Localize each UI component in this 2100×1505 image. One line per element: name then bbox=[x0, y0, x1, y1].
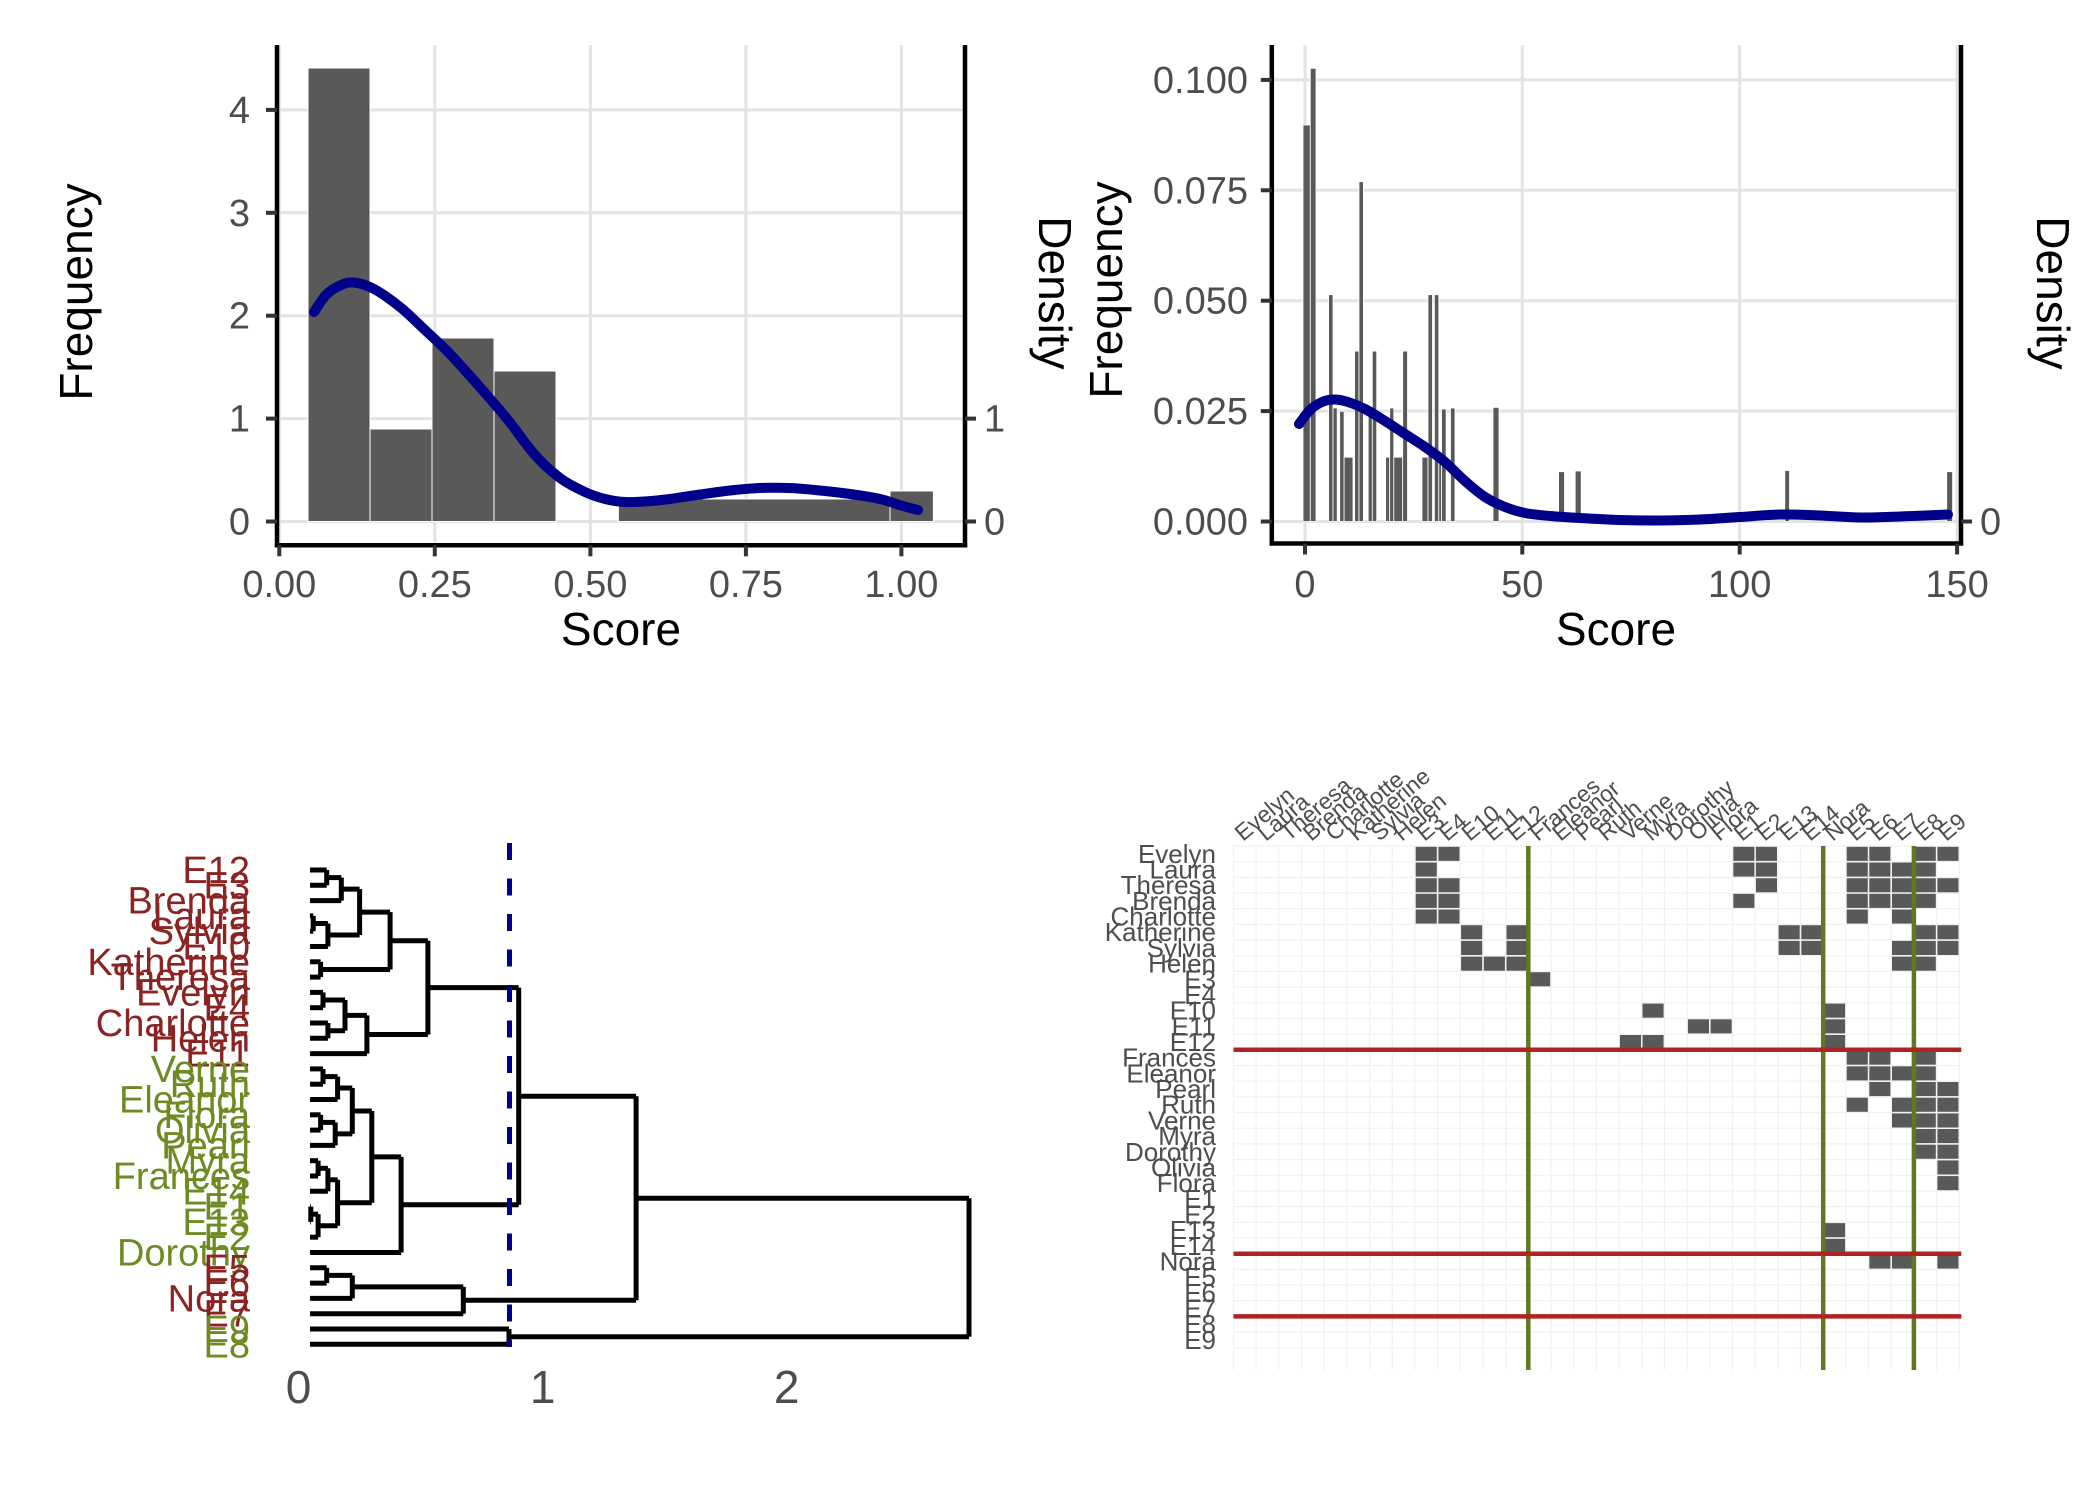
svg-text:E12: E12 bbox=[182, 850, 250, 892]
svg-text:0: 0 bbox=[229, 502, 250, 544]
svg-text:E4: E4 bbox=[204, 988, 250, 1030]
svg-text:Frances: Frances bbox=[1122, 1043, 1216, 1073]
svg-text:Katherine: Katherine bbox=[1105, 917, 1216, 947]
svg-text:Charlotte: Charlotte bbox=[1111, 902, 1217, 932]
svg-text:E14: E14 bbox=[1170, 1231, 1216, 1261]
svg-text:1: 1 bbox=[530, 1361, 556, 1413]
svg-text:E12: E12 bbox=[1170, 1027, 1216, 1057]
svg-text:Helen: Helen bbox=[151, 1018, 250, 1060]
svg-text:Laura: Laura bbox=[153, 896, 251, 938]
svg-text:Density: Density bbox=[1029, 216, 1081, 369]
svg-text:Eleanor: Eleanor bbox=[1126, 1058, 1216, 1088]
svg-text:Verne: Verne bbox=[1148, 1105, 1216, 1135]
svg-text:Brenda: Brenda bbox=[1132, 886, 1216, 916]
svg-text:Score: Score bbox=[1556, 603, 1676, 655]
svg-text:Evelyn: Evelyn bbox=[136, 972, 250, 1014]
svg-text:Olivia: Olivia bbox=[155, 1110, 251, 1152]
svg-text:Flora: Flora bbox=[1157, 1168, 1217, 1198]
svg-text:E5: E5 bbox=[1184, 1262, 1216, 1292]
svg-text:E6: E6 bbox=[1184, 1278, 1216, 1308]
svg-text:E11: E11 bbox=[1172, 1011, 1216, 1041]
svg-text:Score: Score bbox=[561, 603, 681, 655]
svg-text:E10: E10 bbox=[182, 927, 250, 969]
svg-text:E1: E1 bbox=[204, 1187, 250, 1229]
svg-text:Pearl: Pearl bbox=[1155, 1074, 1216, 1104]
svg-text:E3: E3 bbox=[1184, 964, 1216, 994]
svg-text:Sylvia: Sylvia bbox=[1147, 933, 1217, 963]
svg-text:4: 4 bbox=[229, 90, 250, 132]
svg-text:E3: E3 bbox=[204, 865, 250, 907]
svg-text:Evelyn: Evelyn bbox=[1138, 839, 1216, 869]
svg-text:2: 2 bbox=[774, 1361, 800, 1413]
svg-text:Frequency: Frequency bbox=[1080, 181, 1132, 398]
svg-text:Olivia: Olivia bbox=[1151, 1152, 1217, 1182]
svg-text:Laura: Laura bbox=[1150, 855, 1217, 885]
svg-text:0.000: 0.000 bbox=[1153, 502, 1248, 544]
svg-text:Frequency: Frequency bbox=[50, 183, 102, 400]
svg-text:100: 100 bbox=[1708, 564, 1771, 606]
svg-text:E11: E11 bbox=[185, 1034, 250, 1076]
svg-text:0: 0 bbox=[1294, 564, 1315, 606]
svg-text:Charlotte: Charlotte bbox=[96, 1003, 250, 1045]
svg-text:Brenda: Brenda bbox=[127, 881, 250, 923]
svg-text:0.100: 0.100 bbox=[1153, 60, 1248, 102]
svg-text:Theresa: Theresa bbox=[1121, 870, 1217, 900]
svg-text:E1: E1 bbox=[1184, 1184, 1216, 1214]
svg-text:Ruth: Ruth bbox=[1161, 1090, 1216, 1120]
svg-text:E7: E7 bbox=[204, 1294, 250, 1336]
svg-text:150: 150 bbox=[1925, 564, 1988, 606]
svg-text:Flora: Flora bbox=[163, 1095, 250, 1137]
svg-text:0: 0 bbox=[984, 502, 1005, 544]
svg-text:Ruth: Ruth bbox=[170, 1064, 250, 1106]
svg-text:0.25: 0.25 bbox=[398, 564, 472, 606]
svg-text:1: 1 bbox=[229, 399, 250, 441]
svg-text:0: 0 bbox=[1980, 502, 2001, 544]
svg-text:1: 1 bbox=[984, 399, 1005, 441]
svg-text:Nora: Nora bbox=[1160, 1247, 1217, 1277]
svg-text:Pearl: Pearl bbox=[161, 1125, 250, 1167]
svg-text:2: 2 bbox=[229, 296, 250, 338]
svg-text:0.50: 0.50 bbox=[553, 564, 627, 606]
svg-text:Dorothy: Dorothy bbox=[117, 1233, 250, 1275]
svg-text:Theresa: Theresa bbox=[111, 957, 251, 999]
svg-text:0.00: 0.00 bbox=[242, 564, 316, 606]
svg-text:Myra: Myra bbox=[166, 1141, 251, 1183]
svg-text:0: 0 bbox=[286, 1361, 312, 1413]
svg-text:Helen: Helen bbox=[1148, 949, 1216, 979]
svg-text:E4: E4 bbox=[1184, 980, 1216, 1010]
svg-text:0.75: 0.75 bbox=[709, 564, 783, 606]
svg-text:Eleanor: Eleanor bbox=[119, 1080, 250, 1122]
svg-text:Frances: Frances bbox=[113, 1156, 250, 1198]
svg-text:E13: E13 bbox=[182, 1202, 250, 1244]
svg-text:Density: Density bbox=[2027, 216, 2079, 369]
svg-text:0.025: 0.025 bbox=[1153, 391, 1248, 433]
svg-text:0.075: 0.075 bbox=[1153, 170, 1248, 212]
svg-text:E14: E14 bbox=[182, 1171, 250, 1213]
svg-text:0.050: 0.050 bbox=[1153, 281, 1248, 323]
svg-text:Myra: Myra bbox=[1158, 1121, 1216, 1151]
svg-text:E9: E9 bbox=[204, 1309, 250, 1351]
svg-text:Nora: Nora bbox=[168, 1278, 251, 1320]
svg-text:E6: E6 bbox=[204, 1263, 250, 1305]
svg-text:Dorothy: Dorothy bbox=[1125, 1137, 1216, 1167]
svg-text:E8: E8 bbox=[1184, 1309, 1216, 1339]
svg-text:E8: E8 bbox=[204, 1324, 250, 1366]
svg-text:E13: E13 bbox=[1170, 1215, 1216, 1245]
svg-text:E7: E7 bbox=[1184, 1294, 1216, 1324]
svg-text:Katherine: Katherine bbox=[87, 942, 250, 984]
svg-text:E2: E2 bbox=[1184, 1200, 1216, 1230]
svg-text:E5: E5 bbox=[204, 1248, 250, 1290]
svg-text:3: 3 bbox=[229, 193, 250, 235]
svg-text:E10: E10 bbox=[1170, 996, 1216, 1026]
svg-text:E9: E9 bbox=[1184, 1325, 1216, 1355]
svg-text:1.00: 1.00 bbox=[864, 564, 938, 606]
svg-text:Sylvia: Sylvia bbox=[149, 911, 251, 953]
svg-text:50: 50 bbox=[1501, 564, 1543, 606]
svg-text:E2: E2 bbox=[204, 1217, 250, 1259]
svg-text:Verne: Verne bbox=[151, 1049, 250, 1091]
